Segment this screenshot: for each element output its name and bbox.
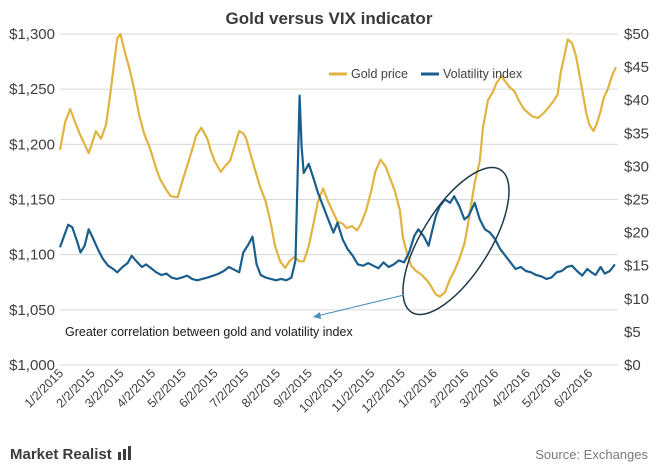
volatility-index-line [58,94,616,282]
brand-mark-icon [118,446,131,460]
brand-logo: Market Realist [10,446,131,463]
correlation-ellipse [402,166,510,316]
chart-title: Gold versus VIX indicator [226,9,433,28]
y-right-tick-label: $50 [624,26,649,43]
legend-label-vix: Volatility index [443,67,523,81]
annotation-arrowhead [313,312,321,319]
y-right-tick-label: $5 [624,324,641,341]
y-right-tick-label: $30 [624,158,649,175]
y-right-tick-label: $35 [624,125,649,142]
y-left-tick-label: $1,250 [9,81,55,98]
annotation: Greater correlation between gold and vol… [65,166,510,339]
y-right-tick-label: $40 [624,92,649,109]
legend: Gold price Volatility index [329,67,523,81]
y-right-tick-label: $45 [624,59,649,76]
y-right-tick-label: $10 [624,291,649,308]
gridlines [60,33,618,366]
y-left-tick-label: $1,150 [9,192,55,209]
y-left-tick-label: $1,000 [9,357,55,374]
annotation-text: Greater correlation between gold and vol… [65,325,353,339]
source-text: Source: Exchanges [535,447,648,462]
y-right-tick-label: $25 [624,192,649,209]
footer: Market Realist Source: Exchanges [10,446,649,463]
legend-label-gold: Gold price [351,67,408,81]
series-layer [58,32,617,298]
y-left-tick-label: $1,050 [9,302,55,319]
y-right-tick-label: $0 [624,357,641,374]
y-axis-right: $0 $5 $10 $15 $20 $25 $30 $35 $40 $45 $50 [624,26,649,374]
y-left-tick-label: $1,200 [9,136,55,153]
brand-name: Market Realist [10,446,112,463]
x-axis: 1/2/20152/2/20153/2/20154/2/20155/2/2015… [22,366,596,415]
y-right-tick-label: $15 [624,258,649,275]
annotation-arrow-line [316,294,405,317]
y-axis-left: $1,000 $1,050 $1,100 $1,150 $1,200 $1,250 $1,3… [9,26,55,374]
y-right-tick-label: $20 [624,225,649,242]
y-left-tick-label: $1,100 [9,247,55,264]
y-left-tick-label: $1,300 [9,26,55,43]
gold-price-line [58,32,617,298]
